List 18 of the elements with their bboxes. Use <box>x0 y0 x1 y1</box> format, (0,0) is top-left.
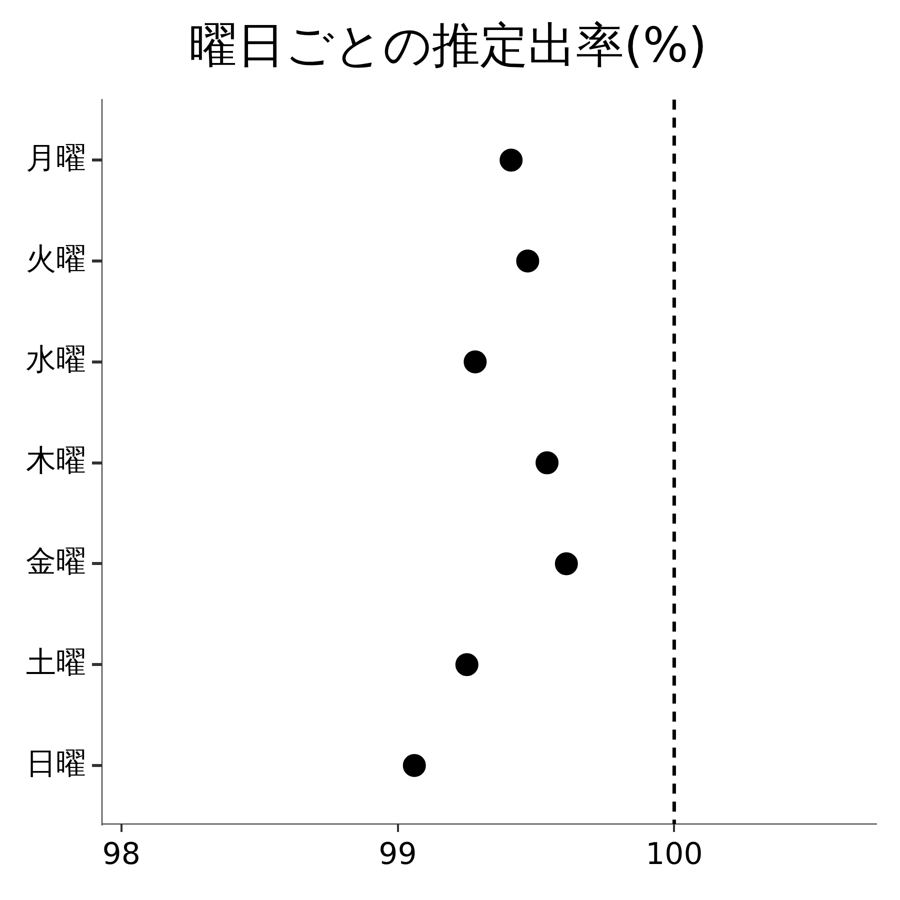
x-tick-label: 98 <box>102 836 140 872</box>
y-tick-label: 金曜 <box>26 544 86 580</box>
point <box>464 350 487 374</box>
point <box>455 653 478 676</box>
y-tick-label: 日曜 <box>26 746 86 782</box>
point <box>402 754 426 777</box>
point <box>500 148 523 172</box>
y-tick-label: 木曜 <box>26 444 86 479</box>
point <box>536 451 559 474</box>
point <box>554 552 578 576</box>
chart-title: 曜日ごとの推定出率(%) <box>188 17 708 74</box>
point <box>516 250 540 273</box>
y-tick-label: 月曜 <box>26 140 86 176</box>
x-tick-label: 100 <box>646 836 703 872</box>
x-tick-label: 99 <box>378 836 417 872</box>
y-tick-label: 土曜 <box>26 645 86 680</box>
y-tick-label: 水曜 <box>26 342 86 378</box>
y-tick-label: 火曜 <box>26 242 86 277</box>
